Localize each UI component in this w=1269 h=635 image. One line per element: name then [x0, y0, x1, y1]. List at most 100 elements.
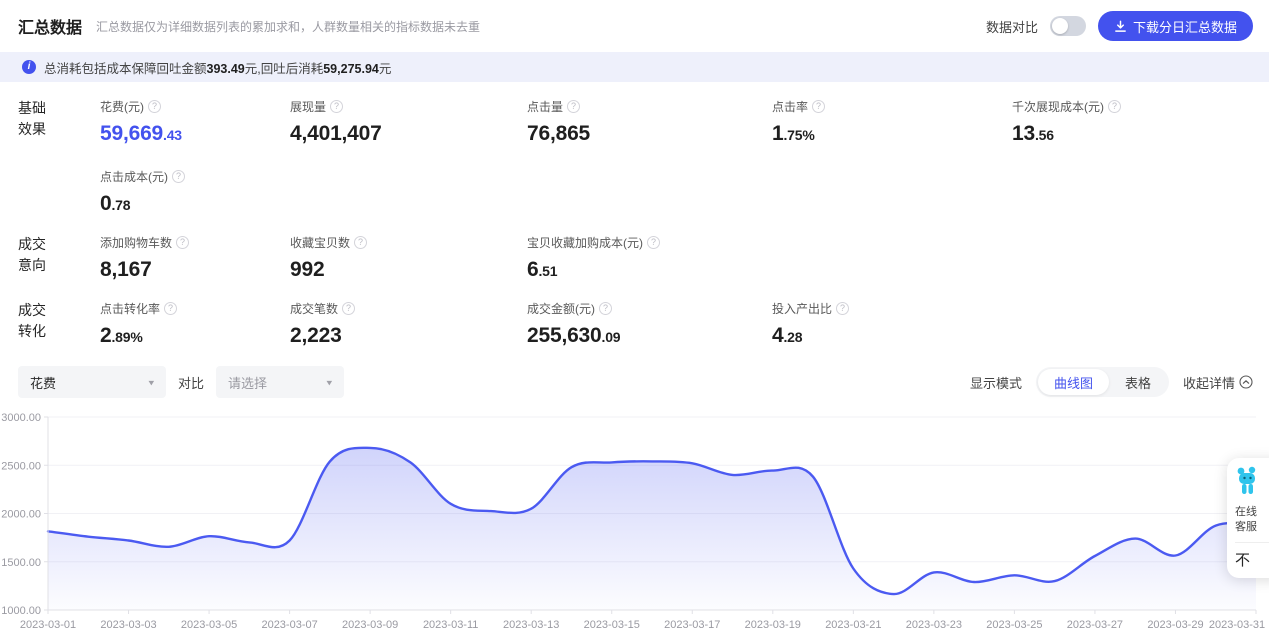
metric-label: 成交金额(元): [527, 302, 595, 316]
section-name: 基础 效果: [18, 100, 46, 137]
notice-text: 总消耗包括成本保障回吐金额393.49元,回吐后消耗59,275.94元: [44, 61, 392, 76]
x-axis-label: 2023-03-09: [342, 619, 398, 631]
x-axis-label: 2023-03-27: [1067, 619, 1123, 631]
chart-toolbar: 花费 ▾ 对比 请选择 ▾ 显示模式 曲线图 表格 收起详情: [0, 358, 1269, 400]
help-icon[interactable]: ?: [354, 236, 368, 249]
metric-value: 2.89%: [100, 324, 143, 347]
metric-label: 点击成本(元): [100, 170, 168, 184]
help-icon[interactable]: ?: [812, 100, 826, 113]
metric-label: 展现量: [290, 100, 327, 114]
x-axis-label: 2023-03-17: [664, 619, 720, 631]
metric-card: 点击量? 76,865: [527, 98, 772, 146]
help-icon[interactable]: ?: [1108, 100, 1121, 113]
x-axis-label: 2023-03-19: [745, 619, 801, 631]
notice-bar: i 总消耗包括成本保障回吐金额393.49元,回吐后消耗59,275.94元: [0, 52, 1269, 82]
metric-label: 添加购物车数: [100, 236, 173, 250]
help-icon[interactable]: ?: [647, 236, 660, 249]
metric-value: 76,865: [527, 122, 591, 145]
info-icon: i: [22, 60, 36, 74]
spend-trend-chart: 3000.00 2500.00 2000.00 1500.00 1000.00 2023-…: [0, 408, 1269, 635]
tab-table[interactable]: 表格: [1124, 375, 1151, 391]
help-icon[interactable]: ?: [172, 170, 185, 183]
tab-line-chart[interactable]: 曲线图: [1037, 369, 1109, 395]
area-fill: [48, 447, 1256, 610]
metric-label: 成交笔数: [290, 302, 339, 316]
metric-label: 宝贝收藏加购成本(元): [527, 236, 643, 250]
cs-secondary-label[interactable]: 不: [1235, 552, 1251, 569]
page-subtitle: 汇总数据仅为详细数据列表的累加求和，人群数量相关的指标数据未去重: [96, 19, 481, 34]
metrics-grid: 基础 效果 花费(元)? 59,669.43 展现量? 4,401,407 点击量? 76,8…: [0, 82, 1269, 358]
x-axis-label: 2023-03-13: [503, 619, 559, 631]
x-axis-label: 2023-03-23: [906, 619, 962, 631]
download-icon: [1115, 20, 1126, 32]
download-daily-summary-button[interactable]: 下载分日汇总数据: [1097, 11, 1253, 41]
data-compare-toggle[interactable]: [1049, 16, 1086, 36]
metric-label: 投入产出比: [772, 302, 833, 316]
section-name: 成交 转化: [18, 302, 46, 339]
display-mode-segmented: 曲线图 表格: [1035, 367, 1169, 397]
help-icon[interactable]: ?: [567, 100, 581, 113]
online-service-label: 在线 客服: [1235, 506, 1257, 533]
toggle-knob: [1051, 18, 1068, 34]
line-chart-canvas: 3000.00 2500.00 2000.00 1500.00 1000.00 2023-…: [1, 412, 1265, 631]
chevron-up-circle-icon: [1239, 375, 1253, 389]
compare-label: 对比: [178, 375, 205, 391]
metric-label: 千次展现成本(元): [1012, 100, 1104, 114]
metrics-section: 成交 转化 点击转化率? 2.89% 成交笔数? 2,223 成交金额(元)? 255,630…: [0, 292, 1269, 358]
x-axis-label: 2023-03-11: [423, 619, 478, 631]
metric-value: 2,223: [290, 324, 342, 347]
metric-value: 0.78: [100, 192, 131, 215]
chevron-down-icon: ▾: [326, 377, 333, 388]
data-compare-label: 数据对比: [985, 19, 1038, 35]
metric-label: 点击转化率: [100, 302, 161, 316]
help-icon[interactable]: ?: [148, 100, 161, 113]
x-axis-label: 2023-03-25: [986, 619, 1042, 631]
help-icon[interactable]: ?: [330, 100, 344, 113]
compare-select[interactable]: 请选择 ▾: [216, 366, 345, 398]
collapse-details-button[interactable]: 收起详情: [1183, 373, 1253, 392]
metric-card: 点击率? 1.75%: [772, 98, 1012, 146]
x-axis-label: 2023-03-07: [261, 619, 317, 631]
display-mode-label: 显示模式: [969, 375, 1022, 391]
x-axis-label: 2023-03-21: [825, 619, 881, 631]
metric-label: 点击量: [527, 100, 564, 114]
metrics-section: 基础 效果 花费(元)? 59,669.43 展现量? 4,401,407 点击量? 76,8…: [0, 90, 1269, 226]
y-axis-label: 2000.00: [1, 509, 41, 521]
metric-value: 8,167: [100, 258, 152, 281]
help-icon[interactable]: ?: [599, 302, 612, 315]
metric-value: 13.56: [1012, 122, 1054, 145]
metric-select[interactable]: 花费 ▾: [18, 366, 166, 398]
help-icon[interactable]: ?: [164, 302, 178, 315]
help-icon[interactable]: ?: [342, 302, 356, 315]
metric-value: 4.28: [772, 324, 803, 347]
help-icon[interactable]: ?: [836, 302, 850, 315]
metric-value: 992: [290, 258, 325, 281]
help-icon[interactable]: ?: [176, 236, 190, 249]
metric-label: 花费(元): [100, 100, 144, 114]
metrics-section: 成交 意向 添加购物车数? 8,167 收藏宝贝数? 992 宝贝收藏加购成本(元)? 6.5…: [0, 226, 1269, 292]
metric-value: 6.51: [527, 258, 558, 281]
metric-card: 花费(元)? 59,669.43: [100, 98, 290, 146]
section-name: 成交 意向: [18, 236, 46, 273]
compare-select-placeholder: 请选择: [228, 375, 268, 391]
metric-label: 点击率: [772, 100, 809, 114]
metric-select-value: 花费: [30, 375, 57, 391]
chevron-down-icon: ▾: [148, 377, 154, 388]
metric-card: 添加购物车数? 8,167: [100, 234, 290, 282]
metric-card: 宝贝收藏加购成本(元)? 6.51: [527, 234, 772, 282]
y-axis-label: 1500.00: [1, 557, 41, 569]
x-axis-label: 2023-03-29: [1147, 619, 1203, 631]
metric-card: 点击成本(元)? 0.78: [100, 168, 290, 216]
metric-value: 59,669.43: [100, 122, 182, 145]
metric-value: 255,630.09: [527, 324, 621, 347]
x-axis-label: 2023-03-03: [100, 619, 156, 631]
x-axis-label: 2023-03-01: [20, 619, 76, 631]
download-button-label: 下载分日汇总数据: [1132, 19, 1237, 35]
metric-card: 点击转化率? 2.89%: [100, 300, 290, 348]
header: 汇总数据 汇总数据仅为详细数据列表的累加求和，人群数量相关的指标数据未去重 数据…: [0, 0, 1269, 52]
metric-card: 成交笔数? 2,223: [290, 300, 527, 348]
display-mode-group: 显示模式 曲线图 表格 收起详情: [970, 367, 1253, 397]
metric-label: 收藏宝贝数: [290, 236, 351, 250]
customer-service-widget[interactable]: 在线 客服 不: [1227, 458, 1269, 578]
